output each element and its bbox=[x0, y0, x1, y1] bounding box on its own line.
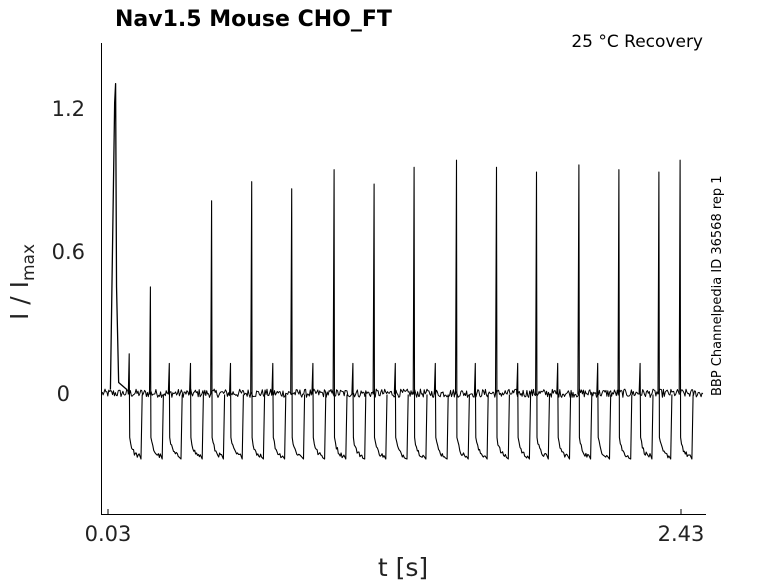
initial-transient bbox=[109, 82, 128, 391]
x-axis-label: t [s] bbox=[378, 553, 428, 582]
pulse-11 bbox=[351, 362, 367, 460]
chart-title: Nav1.5 Mouse CHO_FT bbox=[115, 7, 392, 32]
y-tick-label-1: 0.6 bbox=[52, 240, 85, 264]
y-axis-label-main: I / I bbox=[5, 281, 34, 320]
pulse-4 bbox=[210, 200, 226, 460]
pulse-14 bbox=[412, 166, 428, 460]
y-tick-label-0: 0 bbox=[57, 382, 70, 406]
y-tick-label-2: 1.2 bbox=[52, 97, 85, 121]
baseline-noise bbox=[101, 388, 704, 398]
pulse-16 bbox=[454, 159, 470, 460]
x-tick-label-0: 0.03 bbox=[85, 522, 132, 546]
current-trace bbox=[101, 82, 704, 460]
plot-area: 0.03 2.43 0 0.6 1.2 bbox=[52, 43, 706, 546]
pulse-3 bbox=[188, 362, 204, 460]
pulse-23 bbox=[596, 362, 612, 460]
pulse-27 bbox=[678, 159, 694, 460]
pulse-20 bbox=[535, 171, 551, 460]
pulse-1 bbox=[148, 286, 164, 460]
pulse-7 bbox=[271, 362, 287, 460]
pulse-5 bbox=[228, 362, 244, 460]
pulse-8 bbox=[290, 188, 306, 460]
pulse-12 bbox=[372, 183, 388, 460]
side-id-label: BBP Channelpedia ID 36568 rep 1 bbox=[710, 175, 725, 396]
chart-condition: 25 °C Recovery bbox=[571, 32, 703, 52]
pulse-26 bbox=[657, 171, 673, 460]
x-tick-label-1: 2.43 bbox=[658, 522, 705, 546]
pulse-25 bbox=[638, 362, 654, 460]
pulse-2 bbox=[167, 362, 183, 460]
pulse-9 bbox=[311, 362, 327, 460]
pulse-24 bbox=[617, 169, 633, 460]
pulse-6 bbox=[250, 181, 266, 460]
y-axis-label-sub: max bbox=[19, 244, 39, 281]
y-axis-label: I / Imax bbox=[5, 244, 39, 320]
pulse-10 bbox=[332, 169, 348, 460]
pulse-15 bbox=[433, 362, 449, 460]
pulse-21 bbox=[556, 362, 572, 460]
pulse-17 bbox=[473, 362, 489, 460]
pulse-22 bbox=[577, 164, 593, 460]
pulse-13 bbox=[393, 362, 409, 460]
pulse-0 bbox=[127, 353, 143, 460]
pulse-18 bbox=[494, 166, 510, 460]
pulse-19 bbox=[516, 362, 532, 460]
